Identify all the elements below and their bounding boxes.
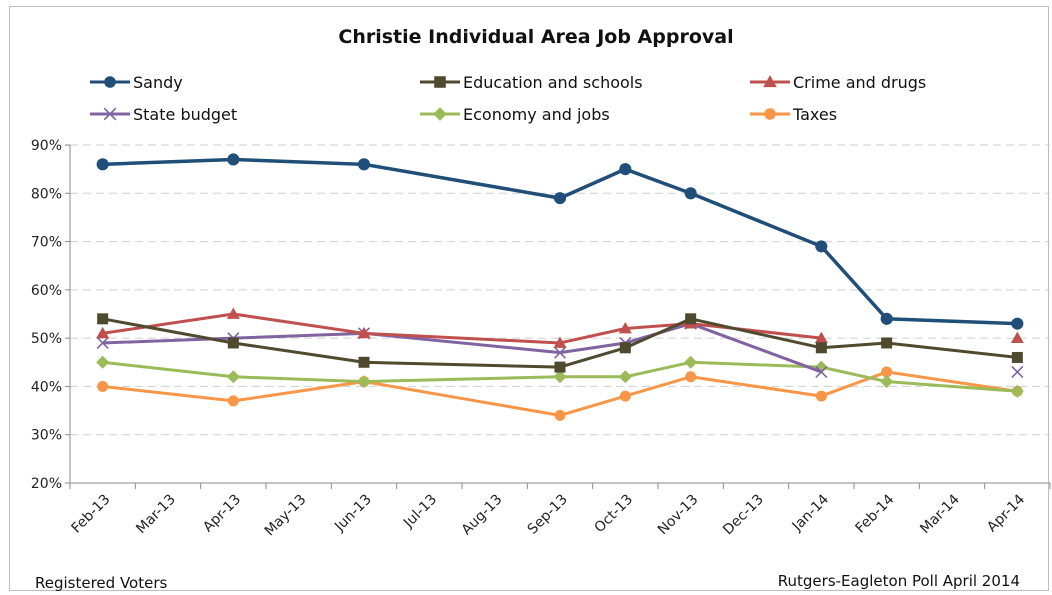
y-tick-label: 90% (31, 138, 62, 154)
x-tick-label: Nov-13 (655, 492, 702, 539)
data-point (227, 337, 239, 349)
data-point (357, 375, 371, 389)
x-tick-label: Apr-13 (200, 492, 244, 536)
x-tick-label: Oct-13 (592, 492, 637, 537)
footer-right-source: Rutgers-Eagleton Poll April 2014 (778, 572, 1020, 590)
y-tick-label: 30% (31, 428, 62, 444)
data-point (227, 153, 240, 166)
y-tick-label: 60% (31, 283, 62, 299)
data-point (881, 337, 893, 349)
data-point (684, 355, 698, 369)
x-tick-label: Jul-13 (400, 492, 440, 532)
data-point (880, 375, 894, 389)
data-point (96, 326, 110, 339)
legend-label: Crime and drugs (793, 73, 926, 92)
series-sandy (96, 153, 1024, 330)
gridlines (70, 144, 1050, 436)
legend-label: Education and schools (463, 73, 643, 92)
legend-label: Taxes (792, 105, 837, 124)
legend-label: Economy and jobs (463, 105, 610, 124)
data-point (96, 355, 110, 369)
data-point (96, 336, 109, 350)
legend-item-taxes: Taxes (750, 105, 837, 124)
data-point (1011, 351, 1023, 363)
data-point (357, 158, 371, 171)
legend-marker (103, 107, 117, 121)
x-tick-label: Jan-14 (789, 491, 833, 535)
data-point (684, 187, 697, 200)
legend-item-education-and-schools: Education and schools (420, 73, 643, 92)
x-tick-label: Apr-14 (984, 491, 1028, 535)
data-point (619, 163, 632, 176)
data-point (619, 342, 631, 354)
data-point (1011, 365, 1024, 379)
legend-marker (764, 108, 776, 120)
data-point (553, 346, 567, 359)
data-point (815, 240, 828, 253)
data-point (97, 313, 109, 325)
data-point (226, 307, 240, 319)
x-tick-label: Aug-13 (459, 492, 506, 539)
y-tick-label: 40% (31, 379, 62, 395)
data-point (226, 370, 240, 384)
legend-marker (104, 76, 116, 88)
chart-title: Christie Individual Area Job Approval (338, 26, 733, 48)
data-point (618, 370, 632, 384)
legend-item-crime-and-drugs: Crime and drugs (750, 73, 926, 92)
footer-left-note: Registered Voters (35, 574, 167, 592)
data-point (554, 361, 566, 373)
series-group (96, 153, 1024, 421)
series-economy-and-jobs (96, 355, 1024, 398)
x-tick-label: Mar-13 (133, 492, 179, 538)
data-point (881, 366, 893, 378)
x-tick-label: Jun-13 (331, 492, 375, 536)
y-tick-label: 80% (31, 186, 62, 202)
y-tick-label: 50% (31, 331, 62, 347)
legend-label: State budget (133, 105, 237, 124)
data-point (553, 370, 567, 384)
y-tick-label: 20% (31, 476, 62, 492)
x-tick-label: Feb-13 (68, 492, 113, 537)
data-point (97, 380, 109, 392)
legend-item-state-budget: State budget (90, 105, 237, 124)
legend-marker (433, 107, 447, 121)
data-point (554, 409, 566, 421)
legend: Sandy Education and schools Crime and drug… (90, 73, 926, 124)
x-tick-label: Mar-14 (917, 491, 963, 537)
chart-frame (9, 6, 1049, 591)
data-point (815, 342, 827, 354)
legend-label: Sandy (133, 73, 183, 92)
x-tick-label: Feb-14 (852, 491, 897, 536)
x-tick-label: Dec-13 (720, 492, 767, 539)
y-tick-label: 70% (31, 235, 62, 251)
data-point (815, 365, 828, 379)
legend-item-economy-and-jobs: Economy and jobs (420, 105, 610, 124)
data-point (619, 390, 631, 402)
legend-item-sandy: Sandy (90, 73, 183, 92)
data-point (553, 192, 567, 205)
data-point (357, 326, 371, 339)
data-point (1010, 331, 1024, 344)
data-point (880, 312, 893, 325)
legend-marker (434, 76, 446, 88)
data-point (227, 395, 239, 407)
legend-marker (763, 75, 777, 88)
x-tick-label: May-13 (262, 492, 310, 540)
data-point (815, 390, 827, 402)
data-point (685, 371, 697, 383)
data-point (1010, 384, 1024, 398)
series-education-and-schools (97, 313, 1023, 373)
data-point (618, 321, 632, 334)
data-point (814, 331, 828, 344)
data-point (685, 313, 697, 325)
x-tick-label: Sep-13 (525, 492, 571, 538)
data-point (1011, 317, 1024, 330)
data-point (358, 356, 370, 368)
data-point (96, 158, 109, 171)
data-point (553, 336, 567, 348)
